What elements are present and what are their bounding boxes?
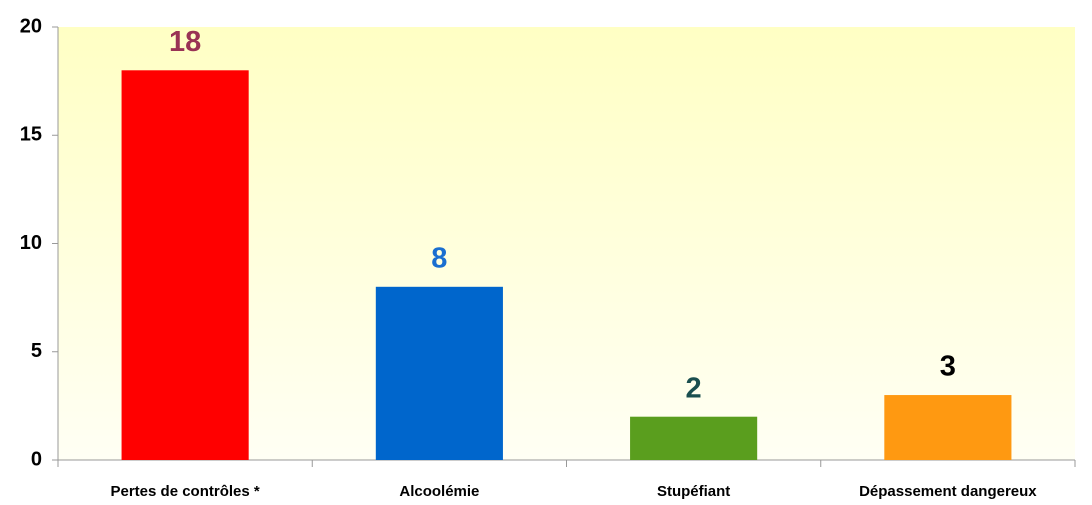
y-tick-label: 20 <box>20 15 42 37</box>
x-tick-label: Pertes de contrôles * <box>111 483 260 500</box>
bar <box>375 286 503 460</box>
bar <box>121 70 249 461</box>
data-label: 8 <box>431 242 447 274</box>
data-label: 3 <box>940 351 956 383</box>
data-label: 18 <box>169 26 201 58</box>
x-tick-label: Dépassement dangereux <box>859 483 1037 500</box>
y-tick-label: 5 <box>31 340 42 362</box>
x-tick-label: Stupéfiant <box>657 483 730 500</box>
x-tick-label: Alcoolémie <box>399 483 479 500</box>
y-tick-label: 0 <box>31 448 42 470</box>
bar <box>884 395 1012 460</box>
data-label: 2 <box>686 372 702 404</box>
y-tick-label: 15 <box>20 124 42 146</box>
bar <box>630 416 758 460</box>
y-tick-label: 10 <box>20 232 42 254</box>
